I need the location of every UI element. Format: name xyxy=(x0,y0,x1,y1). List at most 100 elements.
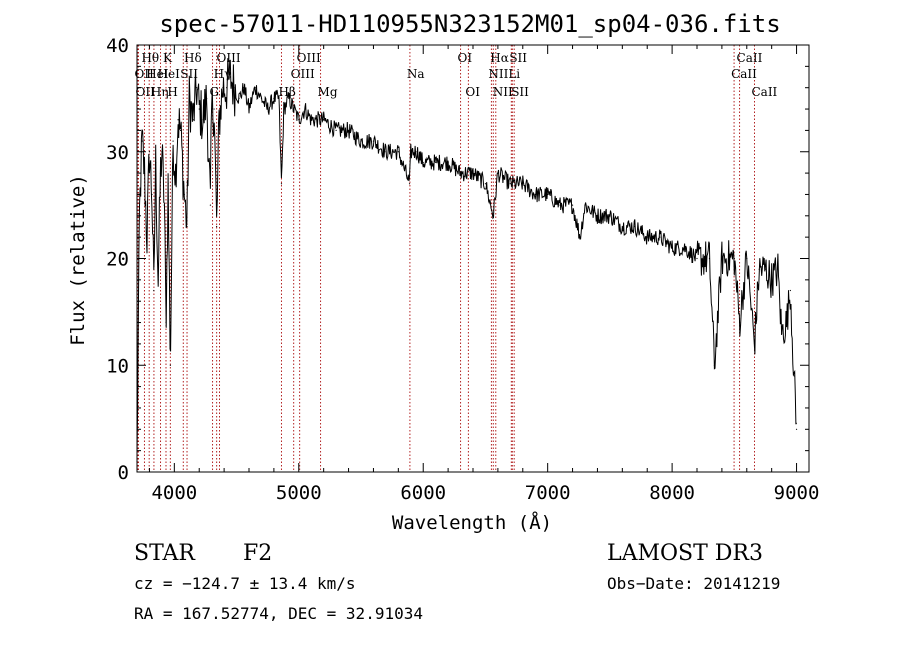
flux-point-50 xyxy=(304,108,306,110)
plot-frame xyxy=(136,44,810,473)
flux-point-70 xyxy=(497,172,499,174)
flux-point-52 xyxy=(316,119,319,121)
flux-point-89 xyxy=(713,364,716,366)
flux-point-24 xyxy=(196,87,198,89)
x-tick-label-5: 9000 xyxy=(774,482,820,504)
flux-point-55 xyxy=(347,129,350,131)
flux-point-97 xyxy=(771,279,773,281)
x-tick-label-1: 5000 xyxy=(276,482,322,504)
x-tick-label-0: 4000 xyxy=(151,482,197,504)
flux-point-32 xyxy=(218,119,220,121)
line-label-24: SII xyxy=(509,51,527,65)
flux-point-91 xyxy=(733,257,735,260)
flux-point-65 xyxy=(447,161,449,164)
flux-point-88 xyxy=(708,257,711,260)
flux-point-35 xyxy=(229,76,231,78)
flux-point-99 xyxy=(781,332,783,334)
flux-point-9 xyxy=(157,279,159,281)
flux-point-4 xyxy=(146,236,148,238)
flux-point-48 xyxy=(293,108,295,110)
flux-point-23 xyxy=(192,119,194,121)
flux-point-54 xyxy=(335,129,337,131)
x-axis-label: Wavelength (Å) xyxy=(392,511,552,534)
flux-point-74 xyxy=(547,193,549,196)
flux-point-53 xyxy=(323,119,325,121)
flux-point-14 xyxy=(167,183,169,185)
flux-point-7 xyxy=(153,289,155,292)
line-label-6: K xyxy=(163,51,173,65)
flux-point-72 xyxy=(522,183,524,185)
flux-point-30 xyxy=(213,108,215,110)
flux-point-11 xyxy=(161,151,163,153)
flux-point-20 xyxy=(183,193,185,196)
flux-point-49 xyxy=(298,119,300,121)
flux-point-57 xyxy=(372,140,375,142)
line-label-8: SII xyxy=(180,67,198,81)
flux-point-67 xyxy=(472,172,474,174)
flux-point-101 xyxy=(789,289,791,292)
coordinates: RA = 167.52774, DEC = 32.91034 xyxy=(134,604,423,623)
flux-point-31 xyxy=(216,225,218,228)
flux-point-93 xyxy=(746,257,748,260)
flux-point-63 xyxy=(422,161,424,164)
series-flux-line xyxy=(136,58,798,453)
flux-point-26 xyxy=(202,119,204,121)
line-label-26: CaII xyxy=(731,67,757,81)
x-tick-label-3: 7000 xyxy=(525,482,571,504)
flux-point-98 xyxy=(777,268,779,270)
flux-point-66 xyxy=(459,172,462,174)
flux-point-40 xyxy=(254,87,256,89)
flux-point-102 xyxy=(793,375,795,377)
x-tick-label-2: 6000 xyxy=(400,482,446,504)
flux-point-42 xyxy=(267,108,269,110)
line-label-2: Hθ xyxy=(141,51,159,65)
line-label-19: OI xyxy=(465,85,480,99)
flux-point-76 xyxy=(571,204,574,206)
flux-point-62 xyxy=(416,151,418,153)
flux-point-43 xyxy=(273,97,275,99)
flux-point-79 xyxy=(596,215,599,217)
flux-point-6 xyxy=(151,193,153,196)
obs-date: Obs−Date: 20141219 xyxy=(607,574,780,593)
line-label-1: OII xyxy=(135,85,155,99)
line-label-0: OII xyxy=(134,67,154,81)
flux-point-81 xyxy=(621,225,623,228)
flux-point-85 xyxy=(671,247,673,249)
flux-point-78 xyxy=(584,204,586,206)
flux-point-10 xyxy=(159,172,162,174)
line-label-4: Hη xyxy=(151,85,169,99)
y-tick-label-4: 40 xyxy=(106,35,129,57)
flux-point-25 xyxy=(198,108,200,110)
flux-point-96 xyxy=(764,268,767,270)
flux-point-21 xyxy=(186,225,188,228)
flux-point-28 xyxy=(209,204,212,206)
flux-point-86 xyxy=(683,247,686,249)
flux-point-58 xyxy=(385,151,387,153)
flux-point-56 xyxy=(360,140,362,142)
flux-point-17 xyxy=(174,172,177,174)
line-label-27: CaII xyxy=(737,51,763,65)
line-label-21: Hα xyxy=(490,51,509,65)
flux-point-69 xyxy=(492,215,494,217)
flux-point-95 xyxy=(758,268,760,270)
flux-point-2 xyxy=(141,140,143,142)
line-label-3: HeI xyxy=(146,67,169,81)
line-label-7: H xyxy=(167,85,177,99)
flux-point-19 xyxy=(179,129,182,131)
flux-point-41 xyxy=(260,97,263,99)
line-label-20: NII xyxy=(488,67,508,81)
flux-point-82 xyxy=(634,225,636,228)
subclass: F2 xyxy=(243,541,272,566)
flux-point-84 xyxy=(659,236,661,238)
y-tick-label-2: 20 xyxy=(106,249,129,271)
y-axis-label: Flux (relative) xyxy=(67,174,89,346)
flux-point-71 xyxy=(509,183,511,185)
flux-point-47 xyxy=(288,97,290,99)
flux-point-100 xyxy=(786,321,788,324)
axis-ticks: 4000 5000 6000 7000 8000 9000 0 10 20 30 40 xyxy=(106,35,819,504)
flux-point-103 xyxy=(795,428,798,430)
flux-point-73 xyxy=(534,193,536,196)
flux-point-36 xyxy=(233,87,235,89)
line-label-22: NII xyxy=(493,85,513,99)
